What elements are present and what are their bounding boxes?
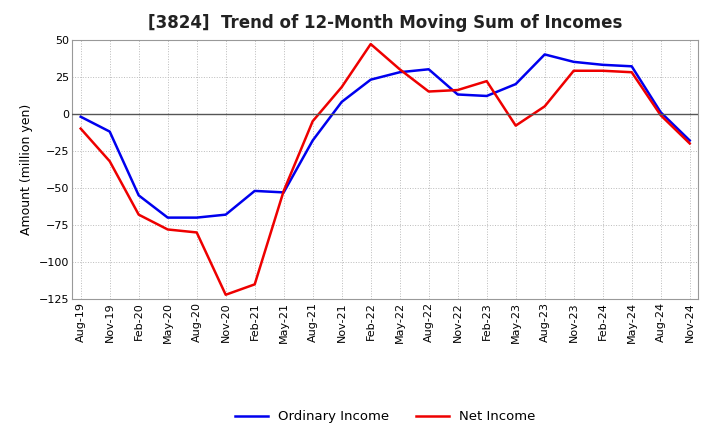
Net Income xyxy=(454,88,462,93)
Ordinary Income xyxy=(308,138,317,143)
Ordinary Income xyxy=(541,52,549,57)
Net Income xyxy=(163,227,172,232)
Legend: Ordinary Income, Net Income: Ordinary Income, Net Income xyxy=(230,404,541,428)
Ordinary Income xyxy=(221,212,230,217)
Net Income xyxy=(424,89,433,94)
Y-axis label: Amount (million yen): Amount (million yen) xyxy=(20,104,33,235)
Ordinary Income xyxy=(76,114,85,119)
Net Income xyxy=(221,292,230,297)
Ordinary Income xyxy=(105,129,114,134)
Ordinary Income xyxy=(454,92,462,97)
Ordinary Income xyxy=(598,62,607,67)
Ordinary Income xyxy=(511,81,520,87)
Ordinary Income xyxy=(338,99,346,105)
Net Income xyxy=(627,70,636,75)
Line: Ordinary Income: Ordinary Income xyxy=(81,55,690,218)
Title: [3824]  Trend of 12-Month Moving Sum of Incomes: [3824] Trend of 12-Month Moving Sum of I… xyxy=(148,15,622,33)
Net Income xyxy=(598,68,607,73)
Net Income xyxy=(279,188,288,194)
Ordinary Income xyxy=(570,59,578,65)
Ordinary Income xyxy=(251,188,259,194)
Net Income xyxy=(308,118,317,124)
Net Income xyxy=(570,68,578,73)
Net Income xyxy=(135,212,143,217)
Ordinary Income xyxy=(657,110,665,115)
Net Income xyxy=(251,282,259,287)
Net Income xyxy=(395,66,404,72)
Ordinary Income xyxy=(135,193,143,198)
Net Income xyxy=(482,78,491,84)
Net Income xyxy=(541,104,549,109)
Line: Net Income: Net Income xyxy=(81,44,690,295)
Net Income xyxy=(105,158,114,164)
Ordinary Income xyxy=(279,190,288,195)
Net Income xyxy=(76,126,85,131)
Ordinary Income xyxy=(192,215,201,220)
Ordinary Income xyxy=(395,70,404,75)
Net Income xyxy=(685,141,694,146)
Ordinary Income xyxy=(366,77,375,82)
Ordinary Income xyxy=(627,64,636,69)
Net Income xyxy=(366,41,375,47)
Net Income xyxy=(338,84,346,90)
Ordinary Income xyxy=(685,138,694,143)
Ordinary Income xyxy=(163,215,172,220)
Ordinary Income xyxy=(424,66,433,72)
Ordinary Income xyxy=(482,93,491,99)
Net Income xyxy=(192,230,201,235)
Net Income xyxy=(511,123,520,128)
Net Income xyxy=(657,113,665,118)
